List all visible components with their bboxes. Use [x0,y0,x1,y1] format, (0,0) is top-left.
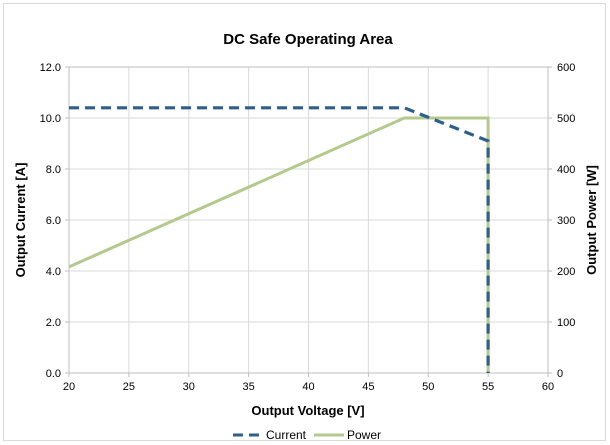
gridlines [65,66,552,377]
x-tick-label: 55 [482,381,494,393]
series-current-line [69,106,490,373]
x-tick-label: 25 [123,381,135,393]
x-axis-title: Output Voltage [V] [251,403,364,418]
x-tick-label: 45 [362,381,374,393]
y-tick-label: 10.0 [40,113,61,125]
y-tick-label: 0.0 [46,368,61,380]
x-tick-label: 30 [183,381,195,393]
legend: Current Power [233,428,381,442]
x-tick-label: 40 [302,381,314,393]
tick-labels: 20 25 30 35 40 45 50 55 60 0.0 2.0 4.0 6.0 8.0 10.0 12.… [40,62,576,393]
y2-tick-label: 400 [557,164,575,176]
y2-tick-label: 100 [557,317,575,329]
x-tick-label: 50 [422,381,434,393]
x-tick-label: 35 [243,381,255,393]
y2-tick-label: 500 [557,113,575,125]
x-tick-label: 60 [542,381,554,393]
y2-tick-label: 300 [557,215,575,227]
chart-area [3,3,606,441]
y-tick-label: 2.0 [46,317,61,329]
y-tick-label: 8.0 [46,164,61,176]
series-power-line [68,116,490,373]
series-layer [68,106,490,373]
y2-tick-label: 200 [557,266,575,278]
plot-border [68,66,549,374]
y2-tick-label: 600 [557,62,575,74]
y-axis-title: Output Current [A] [13,163,28,278]
y2-axis-title: Output Power [W] [584,165,599,275]
x-tick-label: 20 [63,381,75,393]
y2-tick-label: 0 [557,368,563,380]
legend-label-power: Power [347,428,381,442]
legend-label-current: Current [266,428,307,442]
y-tick-label: 12.0 [40,62,61,74]
y-tick-label: 4.0 [46,266,61,278]
chart-title: DC Safe Operating Area [223,31,393,48]
y-tick-label: 6.0 [46,215,61,227]
